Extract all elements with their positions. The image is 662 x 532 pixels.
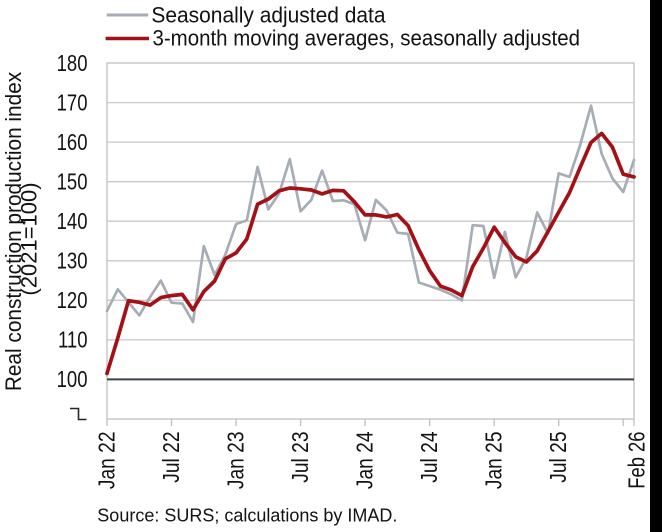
svg-text:Jul 25: Jul 25 bbox=[546, 432, 571, 483]
svg-text:140: 140 bbox=[57, 209, 88, 234]
svg-text:160: 160 bbox=[57, 130, 88, 155]
svg-text:130: 130 bbox=[57, 249, 88, 274]
svg-text:Real construction production i: Real construction production index bbox=[1, 72, 26, 392]
svg-text:Jul 24: Jul 24 bbox=[417, 431, 442, 482]
svg-text:150: 150 bbox=[57, 170, 88, 195]
svg-text:Jan 23: Jan 23 bbox=[224, 432, 249, 490]
svg-text:110: 110 bbox=[58, 328, 88, 353]
svg-text:Jan 22: Jan 22 bbox=[95, 432, 120, 490]
svg-text:180: 180 bbox=[57, 51, 88, 76]
svg-text:Jan 24: Jan 24 bbox=[353, 431, 378, 489]
svg-text:100: 100 bbox=[57, 367, 88, 392]
svg-text:170: 170 bbox=[57, 91, 88, 116]
svg-text:3-month moving averages, seaso: 3-month moving averages, seasonally adju… bbox=[153, 26, 580, 51]
svg-text:Seasonally adjusted data: Seasonally adjusted data bbox=[151, 3, 385, 28]
svg-text:(2021=100): (2021=100) bbox=[17, 182, 42, 295]
svg-text:Feb 26: Feb 26 bbox=[624, 432, 649, 489]
svg-text:Jul 23: Jul 23 bbox=[288, 432, 313, 483]
svg-text:120: 120 bbox=[57, 288, 88, 313]
svg-text:Jul 22: Jul 22 bbox=[159, 432, 184, 483]
svg-text:Jan 25: Jan 25 bbox=[482, 432, 507, 490]
svg-text:Source: SURS; calculations by: Source: SURS; calculations by IMAD. bbox=[97, 504, 397, 525]
